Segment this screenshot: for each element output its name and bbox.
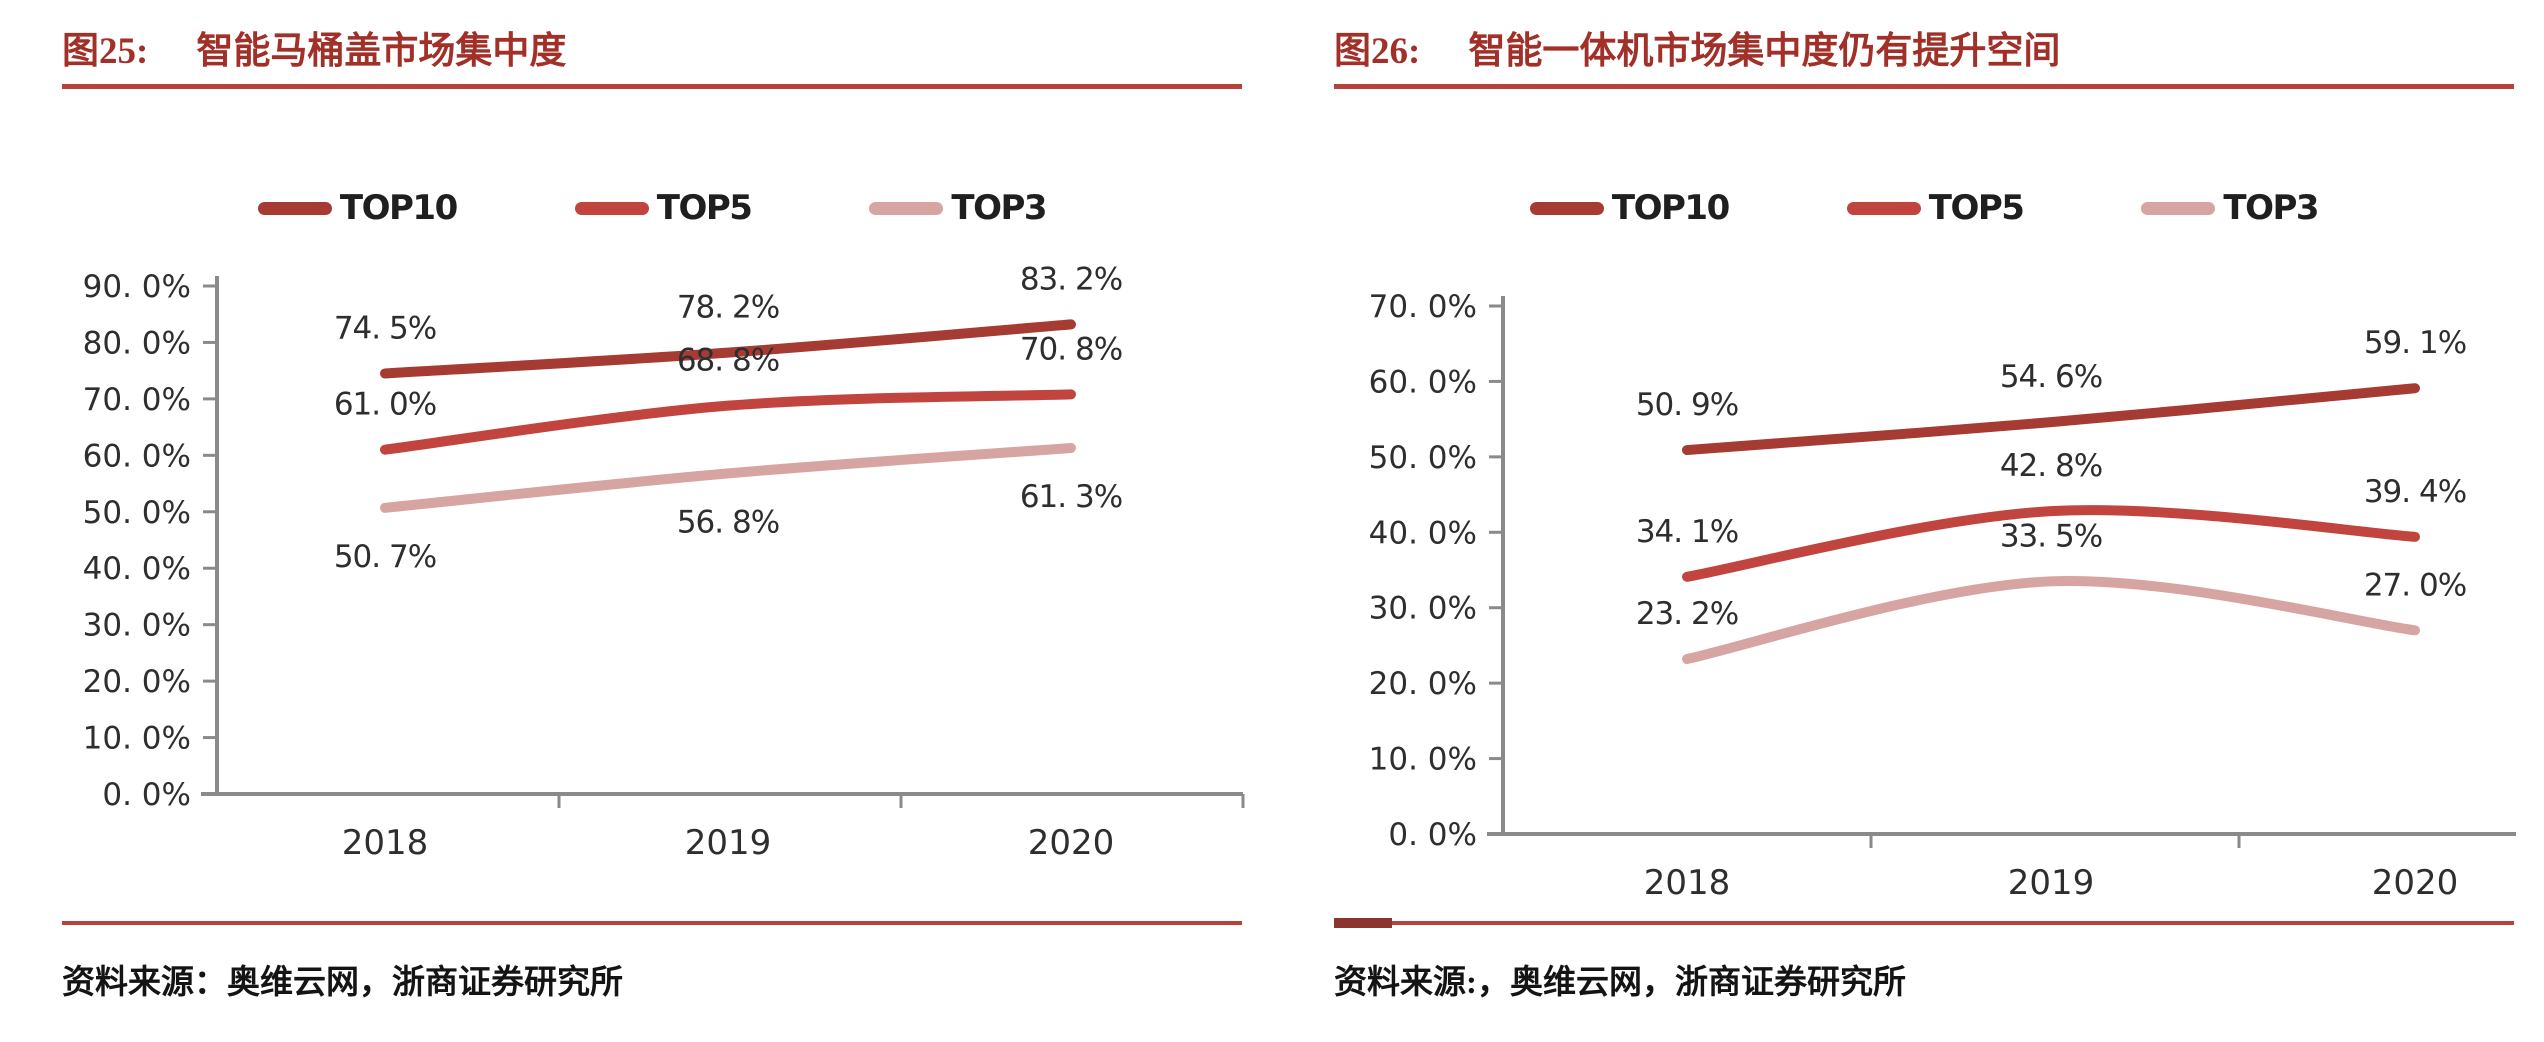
series-line-top3 — [1682, 575, 2420, 665]
figure-26-footer-rule — [1334, 918, 2514, 928]
legend-swatch-top10 — [257, 201, 332, 215]
figure-25-title: 智能马桶盖市场集中度 — [196, 31, 567, 72]
x-axis-tick-label: 2019 — [2008, 863, 2095, 903]
data-label-top5: 34. 1% — [1636, 514, 1738, 550]
data-label-top3: 27. 0% — [2364, 567, 2466, 603]
legend-swatch-top10 — [1529, 201, 1604, 215]
legend-label: TOP10 — [339, 188, 458, 228]
x-axis-tick-label: 2020 — [2372, 863, 2459, 903]
y-axis-tick-label: 30. 0% — [1369, 591, 1477, 627]
data-label-top10: 54. 6% — [2000, 359, 2102, 395]
figure-25-footer-rule — [62, 921, 1242, 925]
figure-25-panel: 图25: 智能马桶盖市场集中度 TOP10 TOP5 TOP3 0. 0% 10. 0… — [62, 20, 1245, 1001]
data-label-top10: 83. 2% — [1020, 261, 1122, 297]
figure-25-line-chart: 0. 0% 10. 0% 20. 0% 30. 0% 40. 0% 50. 0% 60. 0… — [83, 261, 1245, 863]
y-axis-tick-label: 10. 0% — [1369, 742, 1477, 778]
figure-26-header: 图26: 智能一体机市场集中度仍有提升空间 — [1334, 20, 2514, 74]
data-label-top5: 42. 8% — [2000, 448, 2102, 484]
series-line-top5 — [380, 389, 1076, 455]
y-axis-tick-label: 30. 0% — [83, 608, 191, 644]
legend-swatch-top5 — [1846, 201, 1921, 215]
data-label-top5: 39. 4% — [2364, 474, 2466, 510]
data-label-top10: 78. 2% — [677, 290, 779, 326]
y-axis-tick-label: 0. 0% — [102, 777, 191, 813]
series-line-top3 — [380, 442, 1076, 513]
data-label-top5: 70. 8% — [1020, 331, 1122, 367]
legend-item-top10: TOP10 — [1529, 188, 1730, 228]
legend-swatch-top3 — [2141, 201, 2216, 215]
data-label-top10: 59. 1% — [2364, 325, 2466, 361]
legend-label: TOP3 — [2223, 188, 2319, 228]
figure-26-label: 图26: — [1334, 31, 1421, 72]
y-axis-tick-label: 0. 0% — [1388, 817, 1477, 853]
figure-25-title-rule — [62, 84, 1242, 89]
y-axis-tick-label: 60. 0% — [83, 438, 191, 474]
figure-26-title-rule — [1334, 84, 2514, 89]
x-axis-tick-label: 2018 — [342, 823, 429, 863]
figure-25-legend: TOP10 TOP5 TOP3 — [62, 185, 1242, 231]
x-axis-tick-label: 2019 — [685, 823, 772, 863]
legend-swatch-top3 — [869, 201, 944, 215]
legend-swatch-top5 — [574, 201, 649, 215]
series-line-top10 — [380, 319, 1076, 379]
figure-25-header: 图25: 智能马桶盖市场集中度 — [62, 20, 1242, 74]
figure-26-line-chart: 0. 0% 10. 0% 20. 0% 30. 0% 40. 0% 50. 0% 60. 0… — [1369, 289, 2516, 903]
data-label-top3: 61. 3% — [1020, 479, 1122, 515]
figure-25-source-note: 资料来源：奥维云网，浙商证券研究所 — [62, 965, 623, 1001]
y-axis-tick-label: 70. 0% — [1369, 289, 1477, 325]
x-axis-tick-label: 2020 — [1028, 823, 1115, 863]
legend-item-top10: TOP10 — [257, 188, 458, 228]
legend-label: TOP5 — [656, 188, 753, 228]
data-label-top5: 61. 0% — [334, 387, 436, 423]
y-axis-tick-label: 10. 0% — [83, 721, 191, 757]
legend-label: TOP3 — [951, 188, 1047, 228]
x-axis-tick-label: 2018 — [1644, 863, 1731, 903]
y-axis-tick-label: 40. 0% — [83, 551, 191, 587]
legend-item-top3: TOP3 — [869, 188, 1048, 228]
data-label-top5: 68. 8% — [677, 343, 779, 379]
series-line-top5 — [1682, 505, 2420, 582]
figure-26-panel: 图26: 智能一体机市场集中度仍有提升空间 TOP10 TOP5 TOP3 0. 0… — [1272, 0, 2544, 1042]
figure-25-label: 图25: — [62, 31, 149, 72]
data-label-top3: 56. 8% — [677, 504, 779, 540]
data-label-top3: 23. 2% — [1636, 596, 1738, 632]
legend-item-top3: TOP3 — [2141, 188, 2320, 228]
y-axis-tick-label: 70. 0% — [83, 382, 191, 418]
series-line-top10 — [1682, 383, 2420, 456]
y-axis-tick-label: 50. 0% — [83, 495, 191, 531]
data-label-top3: 50. 7% — [334, 539, 436, 575]
figure-26-title: 智能一体机市场集中度仍有提升空间 — [1468, 31, 2061, 72]
y-axis-tick-label: 90. 0% — [83, 269, 191, 305]
figure-26-source-note: 资料来源:，奥维云网，浙商证券研究所 — [1334, 965, 1906, 1001]
legend-item-top5: TOP5 — [574, 188, 753, 228]
legend-label: TOP5 — [1928, 188, 2025, 228]
data-label-top10: 50. 9% — [1636, 387, 1738, 423]
data-label-top10: 74. 5% — [334, 310, 436, 346]
y-axis-tick-label: 20. 0% — [1369, 666, 1477, 702]
data-label-top3: 33. 5% — [2000, 518, 2102, 554]
y-axis-tick-label: 40. 0% — [1369, 515, 1477, 551]
legend-label: TOP10 — [1611, 188, 1730, 228]
y-axis-tick-label: 80. 0% — [83, 325, 191, 361]
y-axis-tick-label: 50. 0% — [1369, 440, 1477, 476]
legend-item-top5: TOP5 — [1846, 188, 2025, 228]
y-axis-tick-label: 60. 0% — [1369, 364, 1477, 400]
figure-26-legend: TOP10 TOP5 TOP3 — [1334, 185, 2514, 231]
y-axis-tick-label: 20. 0% — [83, 664, 191, 700]
